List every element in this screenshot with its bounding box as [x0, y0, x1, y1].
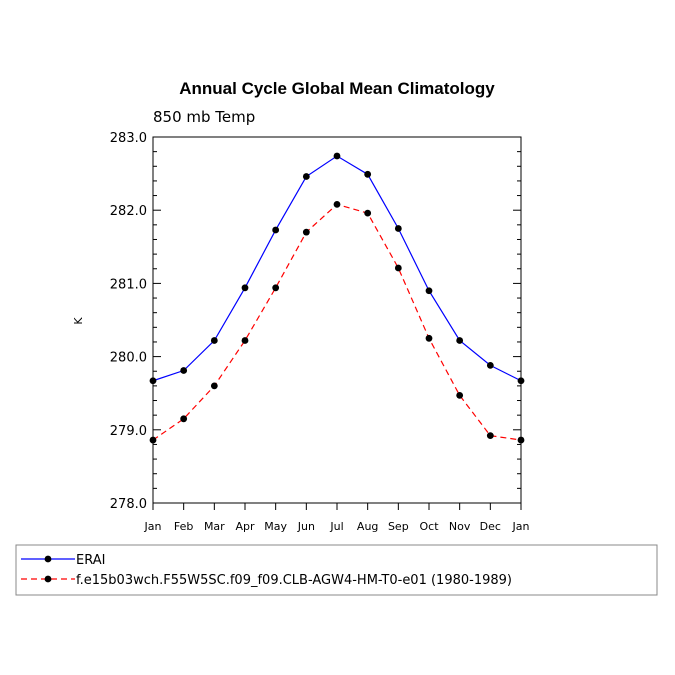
y-tick-label: 279.0 [110, 424, 147, 439]
series-1-point [394, 225, 402, 232]
series-2-point [517, 436, 525, 444]
series-2-point [486, 432, 494, 440]
series-2-point [149, 436, 157, 444]
x-tick-label: Dec [480, 520, 501, 533]
legend-box [15, 544, 658, 596]
y-axis-label: K [72, 317, 85, 325]
series-2-point [241, 337, 249, 344]
series-1-point [272, 226, 280, 234]
series-1-point [180, 367, 188, 374]
series-2-point [364, 209, 372, 217]
series-1-point [302, 173, 310, 180]
x-tick-label: Mar [204, 520, 225, 533]
legend-label-1: ERAI [76, 553, 105, 568]
legend-marker-1 [44, 555, 52, 563]
chart-subtitle: 850 mb Temp [153, 108, 255, 126]
y-tick-label: 282.0 [110, 204, 147, 219]
series-1-point [333, 152, 341, 160]
plot-area: 278.0 279.0 280.0 281.0 282.0 283.0 Jan Feb Mar A… [110, 131, 530, 533]
series-2-point [333, 200, 341, 208]
series-line-1 [152, 155, 522, 382]
y-tick-label: 283.0 [110, 131, 147, 146]
y-tick-label: 281.0 [110, 277, 147, 292]
x-tick-label: Jul [329, 520, 343, 533]
legend: ERAI f.e15b03wch.F55W5SC.f09_f09.CLB-AGW4… [15, 544, 658, 596]
x-tick-label: Sep [388, 520, 409, 533]
series-1-point [364, 170, 372, 178]
y-tick-label: 280.0 [110, 351, 147, 366]
x-tick-label: Aug [357, 520, 378, 533]
plot-frame [152, 136, 522, 504]
series-2-point [456, 391, 464, 399]
chart-title: Annual Cycle Global Mean Climatology [179, 79, 495, 98]
series-2-point [210, 382, 218, 390]
legend-label-2: f.e15b03wch.F55W5SC.f09_f09.CLB-AGW4-HM-… [76, 573, 512, 588]
x-tick-label: Jan [512, 520, 530, 533]
legend-marker-2 [44, 575, 52, 583]
series-1-point [456, 337, 464, 344]
series-1-point [210, 337, 218, 344]
x-tick-label: May [264, 520, 287, 533]
x-tick-label: Jun [297, 520, 315, 533]
series-line-2 [152, 203, 522, 441]
x-tick-label: Feb [174, 520, 193, 533]
series-2-point [394, 264, 402, 272]
series-2-point [272, 284, 280, 292]
x-tick-label: Jan [144, 520, 162, 533]
series-1-point [486, 361, 494, 369]
series-2-point [180, 415, 188, 423]
series-2-point [302, 228, 310, 236]
y-tick-label: 278.0 [110, 497, 147, 512]
x-tick-label: Nov [449, 520, 471, 533]
series-1-point [517, 377, 525, 385]
series-2-point [425, 334, 433, 342]
x-tick-label: Oct [419, 520, 439, 533]
series-1-point [425, 287, 433, 295]
x-tick-label: Apr [235, 520, 255, 533]
series-1-point [241, 284, 249, 292]
series-1-point [149, 377, 157, 385]
